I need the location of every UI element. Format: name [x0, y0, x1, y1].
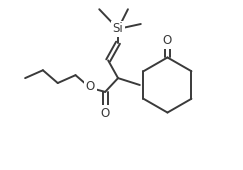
- Text: Si: Si: [113, 22, 123, 35]
- Text: O: O: [163, 34, 172, 47]
- Text: O: O: [101, 107, 110, 120]
- Text: O: O: [86, 80, 95, 94]
